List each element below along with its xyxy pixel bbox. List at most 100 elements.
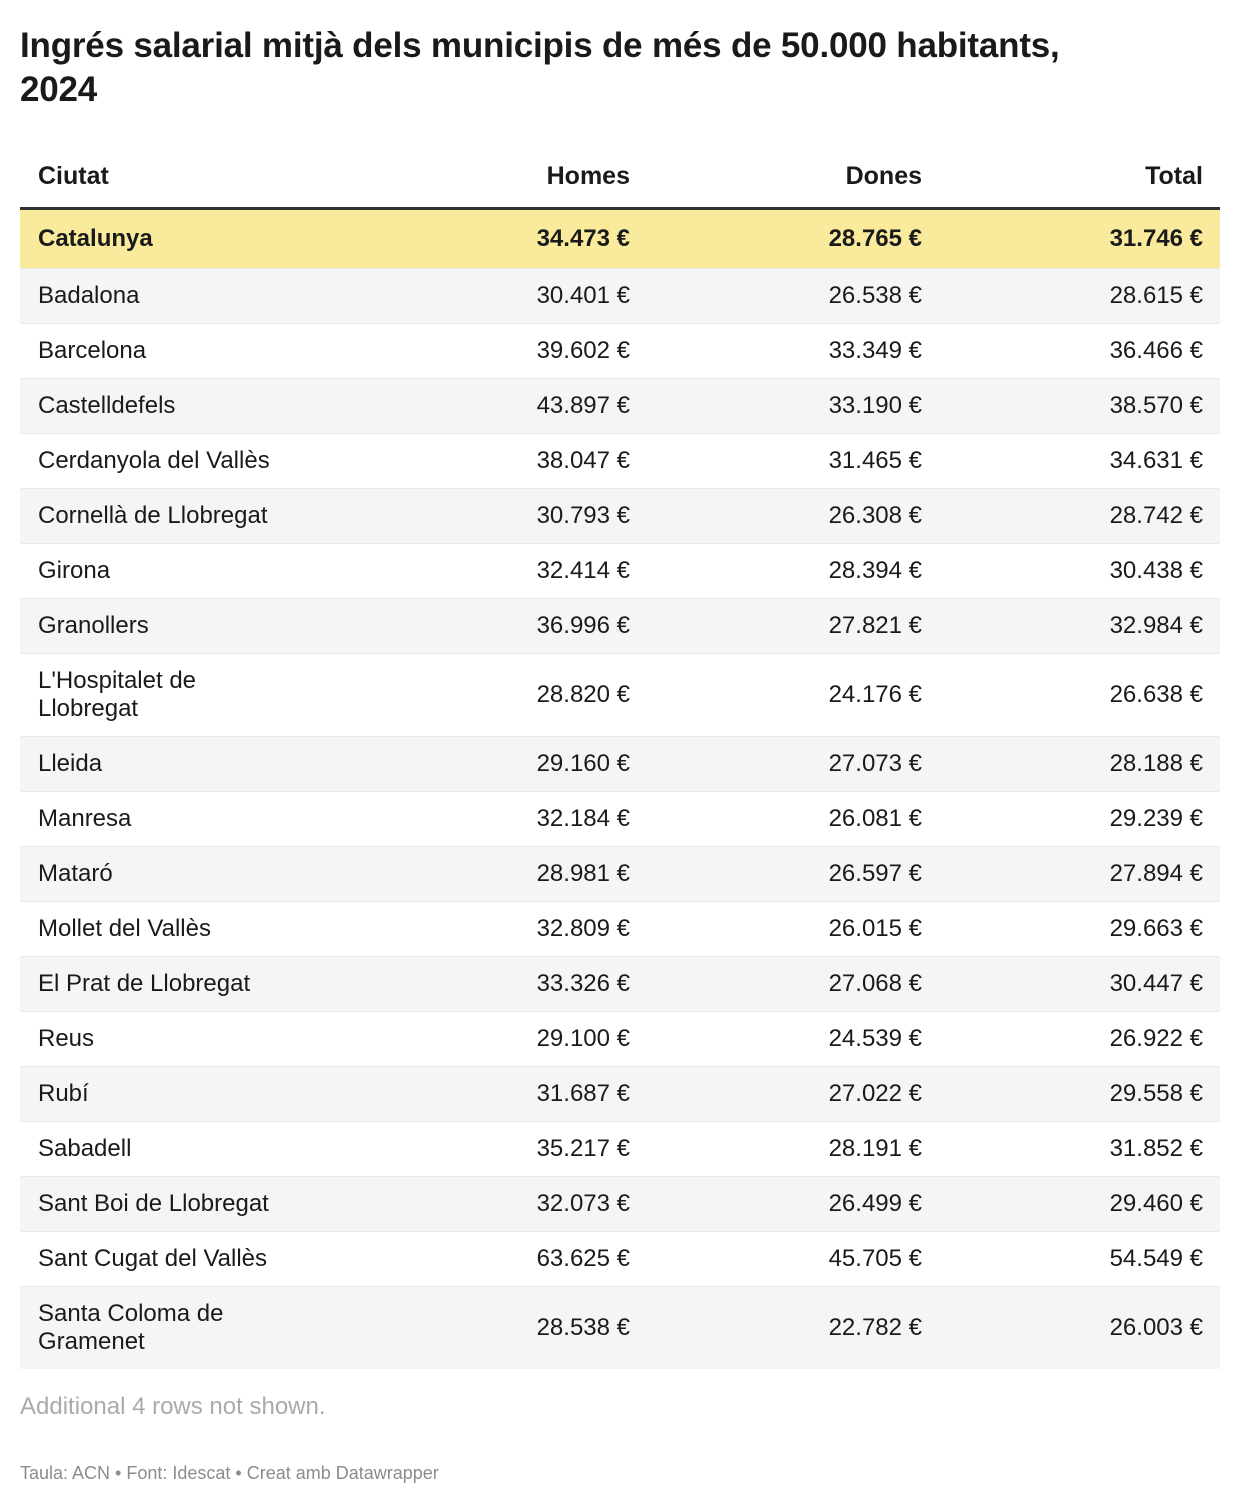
value-cell: 27.022 €	[828, 1080, 922, 1108]
value-cell: 32.984 €	[1109, 612, 1203, 640]
city-cell: Badalona	[38, 282, 140, 310]
value-cell: 26.499 €	[828, 1190, 922, 1218]
value-cell: 39.602 €	[536, 337, 630, 365]
value-cell: 27.894 €	[1109, 860, 1203, 888]
city-cell: Mataró	[38, 860, 113, 888]
value-cell: 54.549 €	[1109, 1245, 1203, 1273]
value-cell: 26.638 €	[1109, 681, 1203, 709]
table-row: Sabadell 35.217 € 28.191 € 31.852 €	[20, 1121, 1220, 1177]
value-cell: 32.184 €	[536, 805, 630, 833]
value-cell: 28.538 €	[536, 1314, 630, 1342]
table-row: Reus 29.100 € 24.539 € 26.922 €	[20, 1011, 1220, 1067]
city-cell: Rubí	[38, 1080, 89, 1108]
value-cell: 27.068 €	[828, 970, 922, 998]
value-cell: 31.465 €	[828, 447, 922, 475]
value-cell: 36.466 €	[1109, 337, 1203, 365]
city-cell: L'Hospitalet de Llobregat	[38, 667, 197, 723]
value-cell: 43.897 €	[536, 392, 630, 420]
city-cell: Catalunya	[38, 225, 153, 253]
city-cell: Barcelona	[38, 337, 147, 365]
source-credit: Taula: ACN • Font: Idescat • Creat amb D…	[20, 1463, 439, 1484]
value-cell: 30.401 €	[536, 282, 630, 310]
city-cell: Sabadell	[38, 1135, 132, 1163]
value-cell: 22.782 €	[828, 1314, 922, 1342]
city-cell: Lleida	[38, 750, 103, 778]
value-cell: 27.821 €	[828, 612, 922, 640]
city-cell: Castelldefels	[38, 392, 176, 420]
value-cell: 26.538 €	[828, 282, 922, 310]
column-header-ciutat: Ciutat	[20, 150, 300, 211]
column-header-homes: Homes	[300, 150, 630, 211]
value-cell: 31.746 €	[1109, 225, 1203, 253]
value-cell: 32.073 €	[536, 1190, 630, 1218]
value-cell: 28.615 €	[1109, 282, 1203, 310]
value-cell: 26.003 €	[1109, 1314, 1203, 1342]
value-cell: 30.438 €	[1109, 557, 1203, 585]
value-cell: 29.558 €	[1109, 1080, 1203, 1108]
table-row: Santa Coloma de Gramenet 28.538 € 22.782 €…	[20, 1286, 1220, 1370]
value-cell: 27.073 €	[828, 750, 922, 778]
table-row: Mataró 28.981 € 26.597 € 27.894 €	[20, 846, 1220, 902]
city-cell: Santa Coloma de Gramenet	[38, 1300, 224, 1356]
value-cell: 30.447 €	[1109, 970, 1203, 998]
table-row: Mollet del Vallès 32.809 € 26.015 € 29.663 …	[20, 901, 1220, 957]
value-cell: 33.326 €	[536, 970, 630, 998]
city-cell: Sant Boi de Llobregat	[38, 1190, 269, 1218]
city-cell: Reus	[38, 1025, 95, 1053]
value-cell: 28.188 €	[1109, 750, 1203, 778]
value-cell: 31.852 €	[1109, 1135, 1203, 1163]
value-cell: 26.015 €	[828, 915, 922, 943]
table-row: Badalona 30.401 € 26.538 € 28.615 €	[20, 268, 1220, 324]
additional-rows-note: Additional 4 rows not shown.	[20, 1393, 326, 1421]
value-cell: 36.996 €	[536, 612, 630, 640]
table-header: Ciutat Homes Dones Total	[20, 150, 1220, 211]
city-cell: Sant Cugat del Vallès	[38, 1245, 268, 1273]
table-row: Sant Cugat del Vallès 63.625 € 45.705 € 54.…	[20, 1231, 1220, 1287]
value-cell: 28.765 €	[828, 225, 922, 253]
value-cell: 35.217 €	[536, 1135, 630, 1163]
value-cell: 34.631 €	[1109, 447, 1203, 475]
table-row: Granollers 36.996 € 27.821 € 32.984 €	[20, 598, 1220, 654]
table-row: Castelldefels 43.897 € 33.190 € 38.570 €	[20, 378, 1220, 434]
table-row: El Prat de Llobregat 33.326 € 27.068 € 30.4…	[20, 956, 1220, 1012]
value-cell: 28.394 €	[828, 557, 922, 585]
salary-table: Ciutat Homes Dones Total Catalunya 34.473…	[20, 150, 1220, 1370]
value-cell: 38.047 €	[536, 447, 630, 475]
column-header-total: Total	[922, 150, 1220, 211]
value-cell: 31.687 €	[536, 1080, 630, 1108]
city-cell: Girona	[38, 557, 111, 585]
table-row: Lleida 29.160 € 27.073 € 28.188 €	[20, 736, 1220, 792]
value-cell: 33.349 €	[828, 337, 922, 365]
table-row: Girona 32.414 € 28.394 € 30.438 €	[20, 543, 1220, 599]
value-cell: 29.460 €	[1109, 1190, 1203, 1218]
value-cell: 32.809 €	[536, 915, 630, 943]
value-cell: 29.160 €	[536, 750, 630, 778]
city-cell: El Prat de Llobregat	[38, 970, 251, 998]
table-row: Sant Boi de Llobregat 32.073 € 26.499 € 29.…	[20, 1176, 1220, 1232]
page-title: Ingrés salarial mitjà dels municipis de …	[20, 26, 1060, 110]
city-cell: Manresa	[38, 805, 132, 833]
city-cell: Mollet del Vallès	[38, 915, 211, 943]
value-cell: 63.625 €	[536, 1245, 630, 1273]
table-row: Barcelona 39.602 € 33.349 € 36.466 €	[20, 323, 1220, 379]
value-cell: 29.663 €	[1109, 915, 1203, 943]
value-cell: 26.922 €	[1109, 1025, 1203, 1053]
city-cell: Granollers	[38, 612, 149, 640]
value-cell: 28.742 €	[1109, 502, 1203, 530]
value-cell: 33.190 €	[828, 392, 922, 420]
value-cell: 30.793 €	[536, 502, 630, 530]
value-cell: 38.570 €	[1109, 392, 1203, 420]
table-row: Cerdanyola del Vallès 38.047 € 31.465 € 34.…	[20, 433, 1220, 489]
city-cell: Cornellà de Llobregat	[38, 502, 268, 530]
value-cell: 26.597 €	[828, 860, 922, 888]
value-cell: 32.414 €	[536, 557, 630, 585]
table-row: Rubí 31.687 € 27.022 € 29.558 €	[20, 1066, 1220, 1122]
value-cell: 24.539 €	[828, 1025, 922, 1053]
table-row: L'Hospitalet de Llobregat 28.820 € 24.176 …	[20, 653, 1220, 737]
value-cell: 29.100 €	[536, 1025, 630, 1053]
value-cell: 28.981 €	[536, 860, 630, 888]
value-cell: 26.081 €	[828, 805, 922, 833]
value-cell: 29.239 €	[1109, 805, 1203, 833]
value-cell: 28.820 €	[536, 681, 630, 709]
